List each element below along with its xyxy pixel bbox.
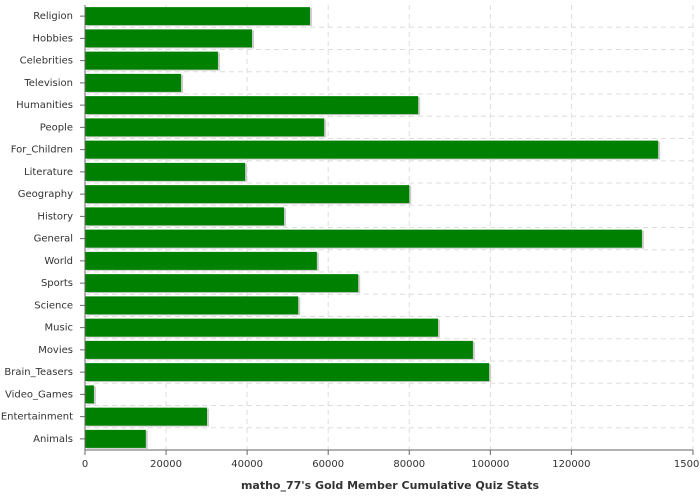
x-tick-label: 20000 — [150, 459, 182, 470]
y-tick-label: Music — [45, 323, 73, 334]
x-tick-label: 60000 — [312, 459, 344, 470]
y-tick-label: Geography — [18, 189, 73, 200]
bar — [85, 229, 642, 248]
bar — [85, 363, 490, 382]
y-tick-label: Celebrities — [20, 56, 73, 67]
y-tick-label: General — [34, 234, 73, 245]
y-tick-label: World — [44, 256, 73, 267]
bar — [85, 274, 359, 293]
bar — [85, 207, 285, 226]
bar — [85, 51, 218, 70]
bar — [85, 118, 325, 137]
bar — [85, 29, 252, 48]
y-tick-label: Religion — [33, 11, 73, 22]
bar — [85, 340, 473, 359]
y-tick-label: For_Children — [11, 145, 73, 156]
y-tick-label: Movies — [38, 345, 73, 356]
bar — [85, 407, 208, 426]
y-tick-label: Video_Games — [5, 389, 73, 400]
bar — [85, 185, 410, 204]
y-tick-label: History — [37, 211, 73, 222]
x-tick-label: 80000 — [393, 459, 425, 470]
y-tick-label: People — [40, 122, 73, 133]
bar — [85, 140, 659, 159]
bar — [85, 296, 299, 315]
x-tick-label: 150000 — [674, 459, 700, 470]
bar — [85, 318, 439, 337]
bar — [85, 429, 146, 448]
x-tick-label: 40000 — [231, 459, 263, 470]
x-tick-label: 0 — [82, 459, 88, 470]
y-tick-label: Television — [23, 78, 73, 89]
bar — [85, 162, 246, 181]
x-tick-label: 100000 — [471, 459, 509, 470]
x-tick-label: 120000 — [552, 459, 590, 470]
bar — [85, 385, 94, 404]
chart-title: matho_77's Gold Member Cumulative Quiz S… — [241, 479, 540, 492]
y-tick-label: Science — [34, 300, 73, 311]
y-tick-label: Brain_Teasers — [4, 367, 73, 378]
bar — [85, 251, 317, 270]
y-tick-label: Hobbies — [33, 33, 73, 44]
y-tick-label: Sports — [41, 278, 73, 289]
y-tick-label: Entertainment — [1, 412, 73, 423]
bar — [85, 7, 310, 26]
y-tick-label: Animals — [33, 434, 73, 445]
bar — [85, 96, 419, 115]
y-tick-label: Literature — [24, 167, 73, 178]
y-tick-label: Humanities — [16, 100, 73, 111]
bar — [85, 73, 182, 92]
